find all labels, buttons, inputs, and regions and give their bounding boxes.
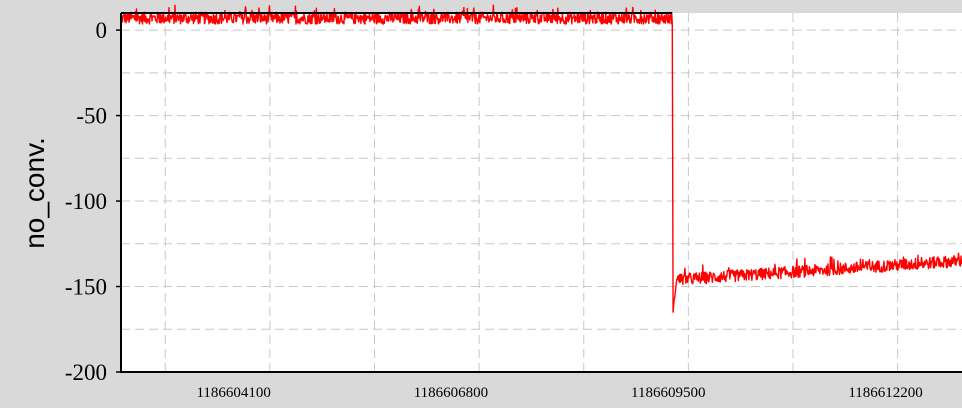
y-tick-label: -150: [65, 275, 107, 300]
series-line: [120, 4, 962, 313]
y-tick-label: -50: [76, 104, 107, 129]
x-tick-label: 1186612200: [848, 385, 922, 401]
y-tick-labels: 0 -50 -100 -150 -200: [65, 18, 121, 385]
y-axis-label: no_conv.: [19, 137, 50, 249]
x-tick-label: 1186604100: [196, 385, 270, 401]
plot-area: [121, 13, 962, 372]
y-tick-label: -100: [65, 189, 107, 214]
x-tick-label: 1186606800: [414, 385, 488, 401]
x-tick-label: 1186609500: [631, 385, 705, 401]
y-tick-label: -200: [65, 360, 107, 385]
y-tick-label: 0: [96, 18, 108, 43]
series-layer: [120, 4, 962, 313]
axes: [120, 12, 962, 373]
grid: [121, 13, 962, 372]
x-tick-labels: 1186604100 1186606800 1186609500 1186612200: [196, 385, 922, 401]
